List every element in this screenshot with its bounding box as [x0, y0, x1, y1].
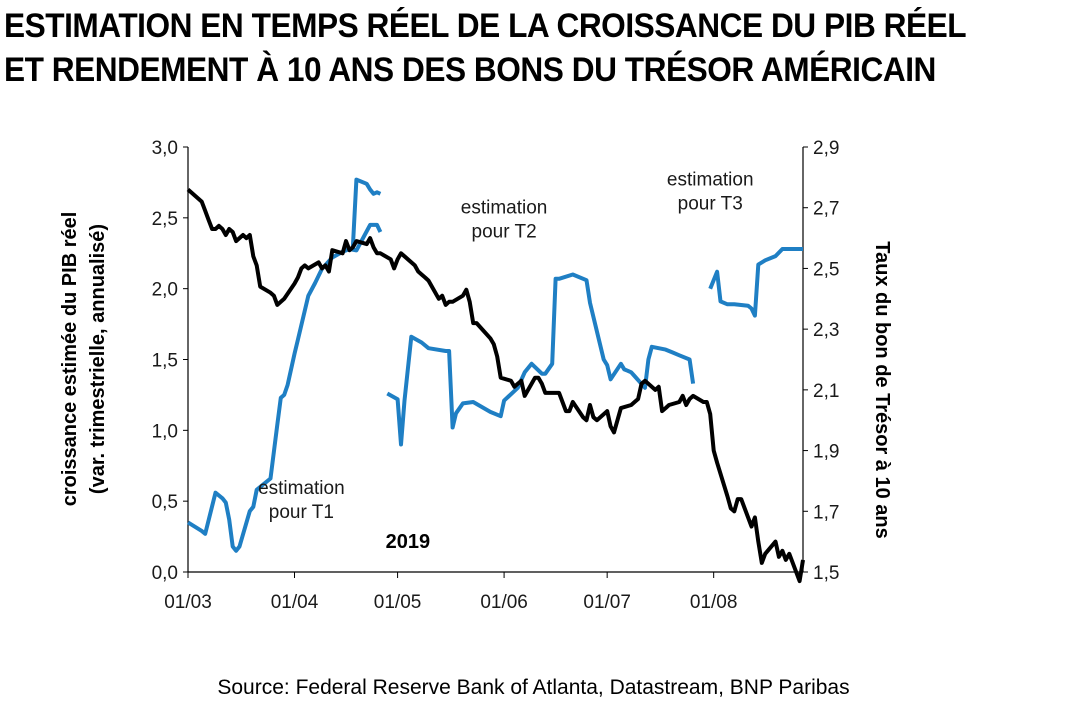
y-right-tick-label: 2,1 — [813, 381, 839, 402]
x-tick-label: 01/03 — [164, 592, 212, 613]
gdp-estimate-line-segment-2 — [350, 177, 382, 247]
y-left-tick-label: 2,0 — [152, 280, 178, 301]
x-tick-label: 01/04 — [271, 592, 319, 613]
y-left-tick-label: 2,5 — [152, 209, 178, 230]
x-tick-label: 01/05 — [374, 592, 422, 613]
y-right-tick-label: 1,7 — [813, 502, 839, 523]
annotation-label-3: pour T3 — [678, 193, 743, 214]
title-line-1: ESTIMATION EN TEMPS RÉEL DE LA CROISSANC… — [4, 7, 967, 45]
y-left-tick-label: 0,0 — [152, 563, 178, 584]
y-left-tick-label: 3,0 — [152, 138, 178, 159]
y-left-axis-title-line-2: (var. trimestrielle, annualisé) — [87, 224, 109, 494]
y-right-axis-title: Taux du bon de Trésor à 10 ans — [871, 241, 893, 539]
title-line-2: ET RENDEMENT À 10 ANS DES BONS DU TRÉSOR… — [4, 51, 936, 89]
x-tick-label: 01/08 — [690, 592, 738, 613]
y-right-tick-label: 2,7 — [813, 199, 839, 220]
treasury-yield-line-segment-1 — [186, 188, 805, 584]
annotation-label-1: estimation — [258, 478, 345, 499]
y-left-tick-label: 0,5 — [152, 492, 178, 513]
y-left-tick-label: 1,5 — [152, 351, 178, 372]
annotation-label-1: pour T1 — [269, 502, 334, 523]
y-right-tick-label: 1,9 — [813, 442, 839, 463]
y-left-tick-label: 1,0 — [152, 421, 178, 442]
annotation-label-3: estimation — [667, 169, 754, 190]
y-right-tick-label: 2,9 — [813, 138, 839, 159]
y-right-tick-label: 2,3 — [813, 320, 839, 341]
y-right-tick-label: 1,5 — [813, 563, 839, 584]
gdp-estimate-line-segment-4 — [708, 247, 803, 318]
gdp-estimate-line-segment-3 — [386, 272, 696, 447]
x-tick-label: 01/06 — [480, 592, 528, 613]
y-left-axis-title-line-1: croissance estimée du PIB réel — [59, 212, 81, 507]
annotation-label-2: pour T2 — [472, 222, 537, 243]
chart-title: ESTIMATION EN TEMPS RÉEL DE LA CROISSANC… — [4, 4, 990, 92]
y-right-tick-label: 2,5 — [813, 259, 839, 280]
x-tick-label: 01/07 — [583, 592, 631, 613]
year-label: 2019 — [386, 531, 431, 553]
source-note: Source: Federal Reserve Bank of Atlanta,… — [217, 676, 850, 699]
annotation-label-2: estimation — [461, 198, 548, 219]
